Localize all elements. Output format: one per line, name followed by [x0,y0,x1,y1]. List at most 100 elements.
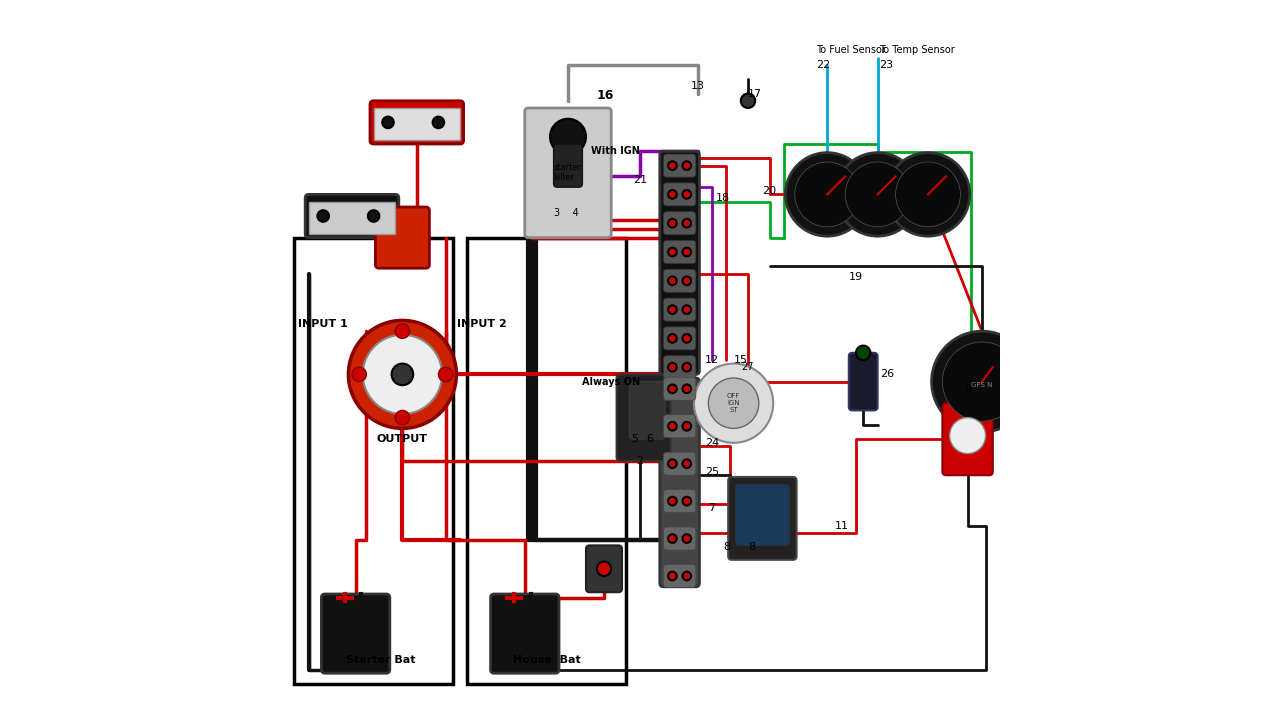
Text: 26: 26 [879,369,893,379]
Circle shape [942,342,1021,421]
FancyBboxPatch shape [663,240,696,264]
FancyBboxPatch shape [663,327,696,350]
FancyBboxPatch shape [736,485,790,546]
Circle shape [708,378,759,428]
Text: With IGN: With IGN [591,146,640,156]
Circle shape [438,367,453,382]
Text: Starter Bat: Starter Bat [346,655,416,665]
Circle shape [795,162,860,227]
Circle shape [668,384,677,393]
Text: OFF
IGN
ST: OFF IGN ST [727,393,740,413]
FancyBboxPatch shape [375,207,429,269]
FancyBboxPatch shape [663,269,696,292]
FancyBboxPatch shape [305,194,399,238]
Circle shape [682,219,691,228]
FancyBboxPatch shape [942,403,993,475]
Circle shape [668,219,677,228]
FancyBboxPatch shape [617,374,671,461]
FancyBboxPatch shape [663,377,696,400]
Bar [308,202,396,234]
FancyBboxPatch shape [849,353,878,410]
Circle shape [348,320,457,428]
Circle shape [668,161,677,170]
Circle shape [932,331,1033,432]
FancyBboxPatch shape [370,101,463,144]
Circle shape [668,334,677,343]
Circle shape [836,153,919,236]
Circle shape [668,497,677,505]
Text: 19: 19 [849,272,863,282]
Circle shape [668,459,677,468]
Text: 27: 27 [741,362,754,372]
Text: 24: 24 [705,438,719,448]
Circle shape [668,572,677,580]
Text: INPUT 2: INPUT 2 [457,319,507,329]
FancyBboxPatch shape [321,594,390,673]
FancyBboxPatch shape [728,477,796,560]
FancyBboxPatch shape [663,298,696,321]
Text: 8: 8 [748,542,755,552]
Text: INPUT 1: INPUT 1 [298,319,348,329]
Circle shape [682,190,691,199]
Bar [374,108,460,140]
Circle shape [682,384,691,393]
Text: Always ON: Always ON [582,377,640,387]
FancyBboxPatch shape [663,212,696,235]
Circle shape [596,562,612,576]
Circle shape [668,363,677,372]
Bar [467,238,626,684]
Circle shape [396,410,410,425]
FancyBboxPatch shape [630,382,666,439]
Circle shape [682,334,691,343]
Text: 15: 15 [733,355,748,365]
FancyBboxPatch shape [663,490,696,513]
Circle shape [694,364,773,443]
Circle shape [682,363,691,372]
Circle shape [392,364,413,385]
Text: 9: 9 [964,384,972,394]
Circle shape [668,305,677,314]
Circle shape [367,210,379,222]
Text: 20: 20 [763,186,777,196]
FancyBboxPatch shape [586,546,622,592]
Circle shape [682,305,691,314]
Circle shape [682,422,691,431]
Circle shape [668,248,677,256]
Circle shape [396,324,410,338]
FancyBboxPatch shape [663,154,696,177]
Text: 17: 17 [748,89,763,99]
FancyBboxPatch shape [663,356,696,379]
Circle shape [786,153,869,236]
Text: 2: 2 [636,456,644,466]
FancyBboxPatch shape [525,108,612,238]
Circle shape [668,534,677,543]
Circle shape [741,94,755,108]
Text: 22: 22 [817,60,831,70]
FancyBboxPatch shape [663,183,696,206]
Text: GPS N: GPS N [972,382,993,387]
Text: 18: 18 [716,193,730,203]
Circle shape [886,153,970,236]
Text: 25: 25 [705,467,719,477]
Text: 11: 11 [835,521,849,531]
Circle shape [383,117,394,128]
Text: OUTPUT: OUTPUT [376,434,428,444]
Circle shape [362,335,442,414]
Text: starter
killer: starter killer [554,163,582,182]
Circle shape [682,534,691,543]
Circle shape [845,162,910,227]
Text: 5: 5 [631,434,639,444]
FancyBboxPatch shape [659,151,699,374]
Circle shape [682,276,691,285]
Text: House  Bat: House Bat [512,655,580,665]
Circle shape [317,210,329,222]
FancyBboxPatch shape [663,415,696,438]
FancyBboxPatch shape [659,378,699,587]
FancyBboxPatch shape [490,594,559,673]
Circle shape [856,346,870,360]
Text: 7: 7 [708,503,716,513]
FancyBboxPatch shape [554,144,582,187]
FancyBboxPatch shape [663,452,696,475]
Text: To Temp Sensor: To Temp Sensor [879,45,955,55]
Text: 16: 16 [596,89,614,102]
